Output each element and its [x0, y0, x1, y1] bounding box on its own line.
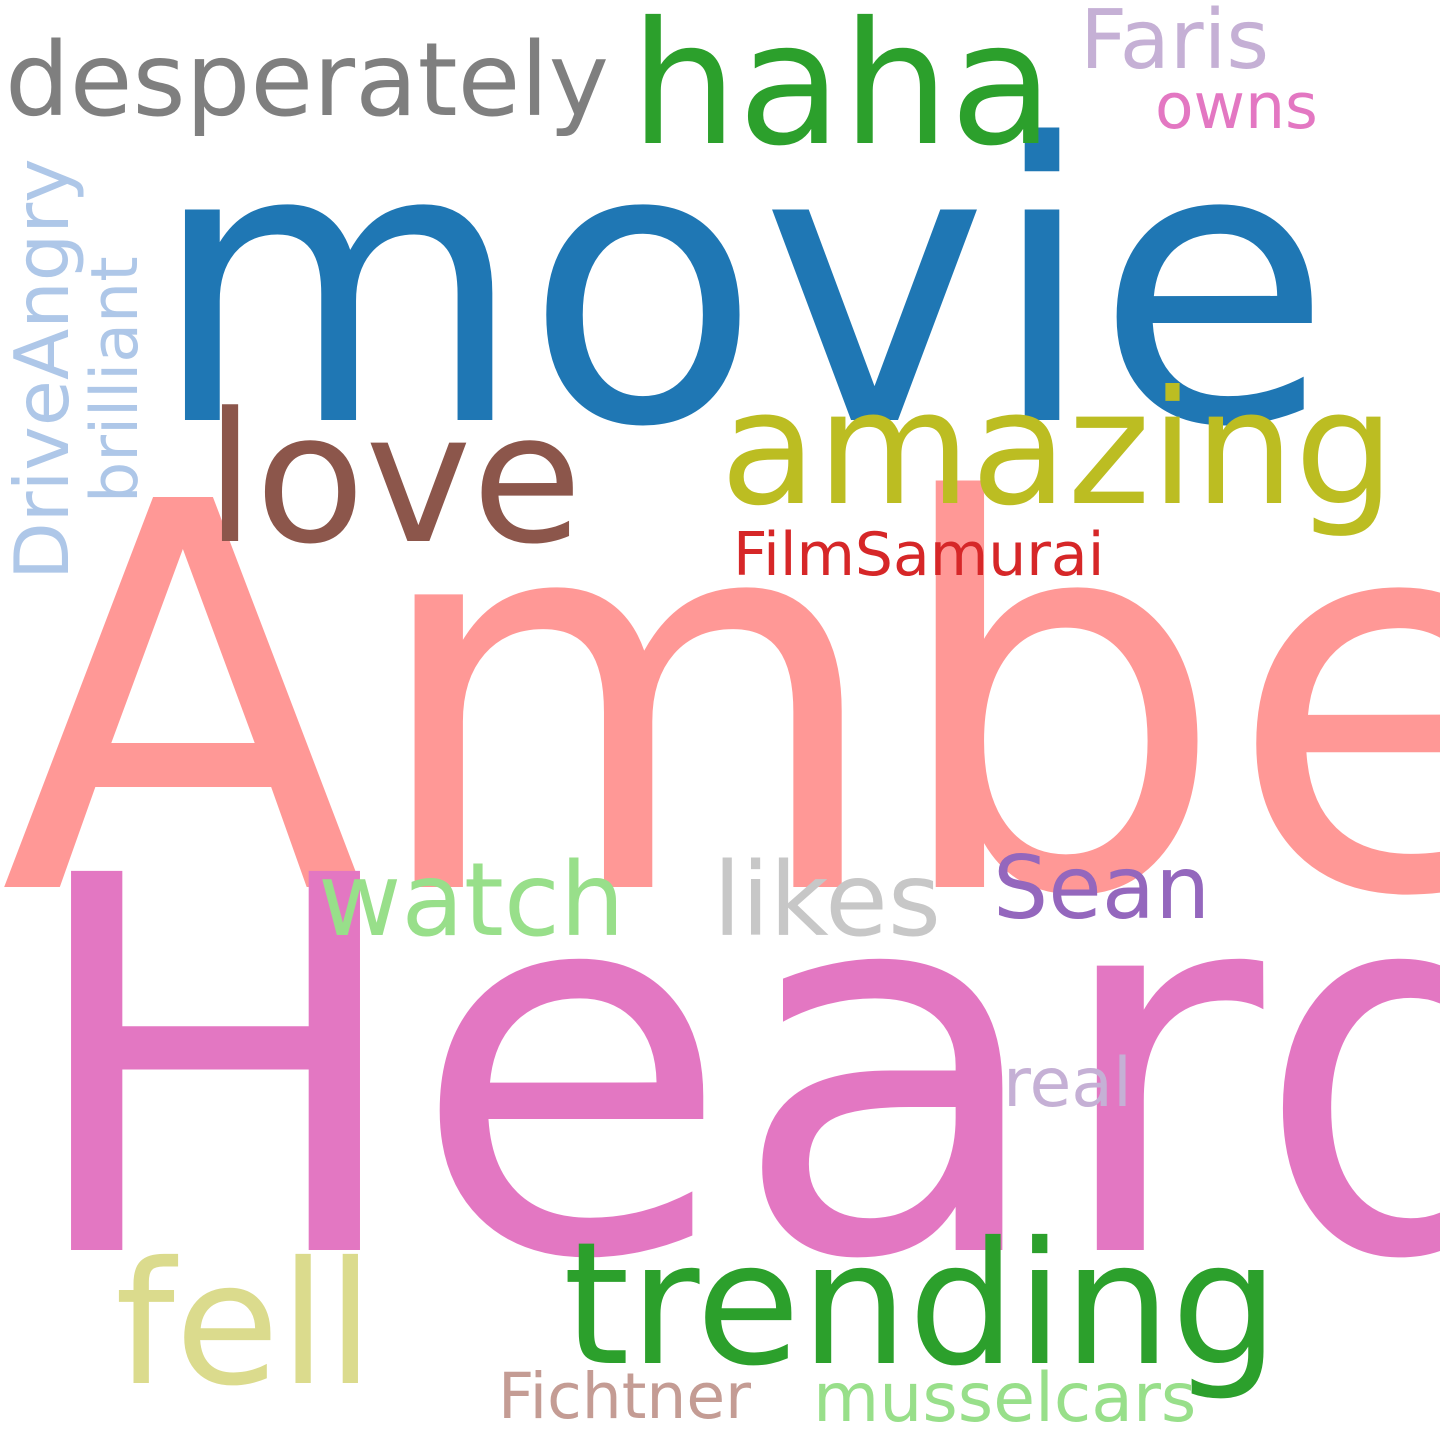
word-amber: Amber: [0, 391, 1440, 1014]
word-trending: trending: [563, 1206, 1279, 1404]
word-movie: movie: [150, 63, 1333, 511]
word-heard: Heard: [20, 767, 1440, 1373]
word-watch: watch: [318, 841, 625, 960]
word-sean: Sean: [993, 837, 1211, 939]
word-filmsamurai: FilmSamurai: [733, 520, 1105, 590]
word-love: love: [205, 375, 583, 584]
word-musselcars: musselcars: [813, 1359, 1197, 1438]
word-fichtner: Fichtner: [498, 1360, 752, 1433]
word-desperately: desperately: [5, 21, 610, 140]
word-fell: fell: [115, 1226, 374, 1424]
word-owns: owns: [1155, 70, 1318, 143]
word-real: real: [1003, 1044, 1132, 1123]
word-faris: Faris: [1080, 0, 1270, 88]
word-likes: likes: [713, 841, 942, 960]
word-amazing: amazing: [720, 357, 1395, 541]
word-haha: haha: [630, 0, 1054, 184]
word-driveangry: DriveAngry: [0, 158, 86, 580]
word-brilliant: brilliant: [78, 256, 153, 503]
